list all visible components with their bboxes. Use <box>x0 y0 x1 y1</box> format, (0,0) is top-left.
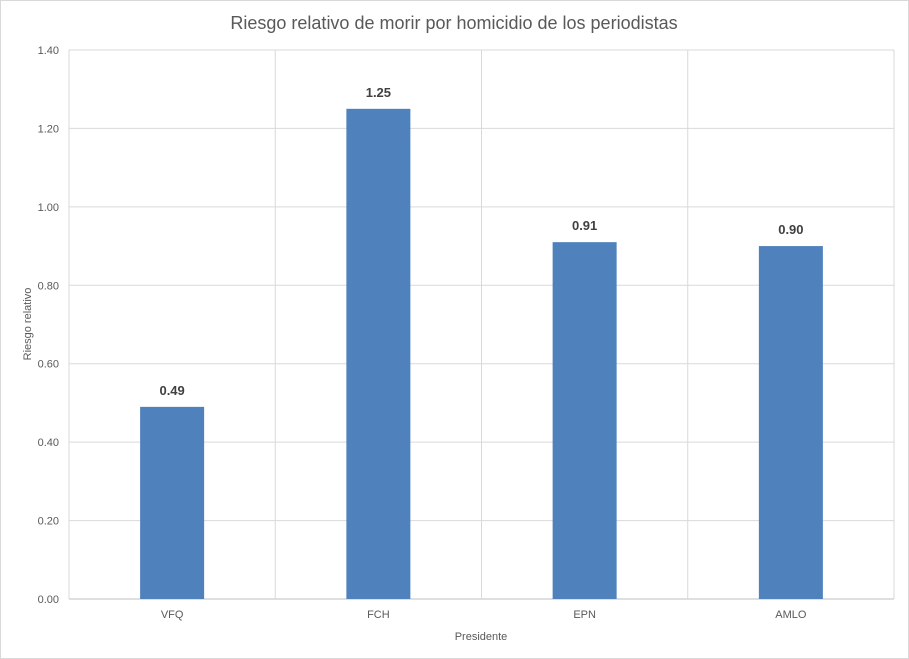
bar-amlo <box>758 246 823 600</box>
y-tick-label: 1.20 <box>38 123 59 135</box>
y-tick-label: 0.20 <box>38 516 59 528</box>
y-tick-label: 0.40 <box>38 437 59 449</box>
data-label-amlo: 0.90 <box>778 222 803 237</box>
y-axis-ticks: 0.00 0.20 0.40 0.60 0.80 1.00 1.20 1.40 <box>38 45 59 606</box>
bar-vfq <box>140 406 205 599</box>
x-tick-label-fch: FCH <box>367 609 390 621</box>
x-axis-label: Presidente <box>455 631 508 643</box>
bar-fch <box>346 108 411 600</box>
x-tick-label-vfq: VFQ <box>161 609 184 621</box>
chart-title: Riesgo relativo de morir por homicidio d… <box>230 13 677 33</box>
y-tick-label: 0.60 <box>38 359 59 371</box>
x-tick-label-amlo: AMLO <box>775 609 807 621</box>
gridlines <box>68 49 895 600</box>
bar-epn <box>552 242 617 599</box>
y-tick-label: 1.40 <box>38 45 59 57</box>
data-label-fch: 1.25 <box>366 85 391 100</box>
data-label-vfq: 0.49 <box>159 383 184 398</box>
data-label-epn: 0.91 <box>572 218 597 233</box>
y-axis-label: Riesgo relativo <box>22 288 34 361</box>
x-axis-ticks: VFQ FCH EPN AMLO <box>161 609 807 621</box>
bars <box>140 108 823 600</box>
data-labels: 0.49 1.25 0.91 0.90 <box>159 85 803 398</box>
y-tick-label: 1.00 <box>38 202 59 214</box>
y-tick-label: 0.00 <box>38 594 59 606</box>
y-tick-label: 0.80 <box>38 280 59 292</box>
x-tick-label-epn: EPN <box>573 609 596 621</box>
